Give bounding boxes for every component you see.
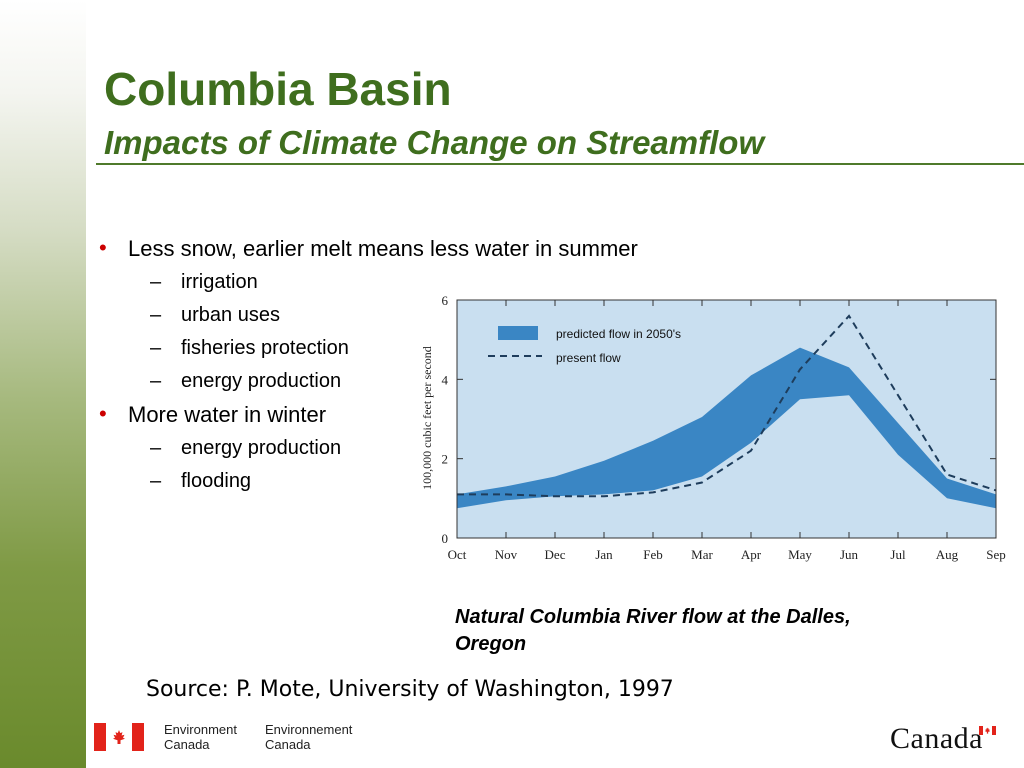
streamflow-chart: Oct Nov Dec Jan Feb Mar Apr May Jun Jul Aug Sep 0 2 4… <box>418 293 1018 576</box>
x-tick-label: Mar <box>691 547 713 562</box>
sub-bullet-list: irrigation urban uses fisheries protecti… <box>128 266 736 398</box>
sub-bullet-item: irrigation <box>128 266 736 299</box>
y-tick-label: 4 <box>442 372 449 387</box>
bullet-item: Less snow, earlier melt means less water… <box>96 231 736 398</box>
x-tick-label: Jun <box>840 547 859 562</box>
plot-frame <box>456 299 997 539</box>
bullet-text: More water in winter <box>128 402 327 427</box>
x-tick-label: Aug <box>936 547 959 562</box>
bullet-item: More water in winter energy production f… <box>96 397 736 498</box>
source-citation: Source: P. Mote, University of Washingto… <box>146 677 674 702</box>
predicted-flow-band <box>457 347 996 509</box>
sub-bullet-item: fisheries protection <box>128 332 736 365</box>
x-tick-label: Sep <box>986 547 1006 562</box>
environment-canada-logo: Environment Canada Environnement Canada <box>94 722 352 752</box>
sub-bullet-list: energy production flooding <box>128 432 736 498</box>
bullet-list: Less snow, earlier melt means less water… <box>96 231 736 498</box>
x-tick-label: Apr <box>741 547 762 562</box>
present-flow-line <box>457 314 997 498</box>
y-tick-label: 6 <box>442 296 449 308</box>
legend-label-present: present flow <box>556 351 621 365</box>
chart-caption: Natural Columbia River flow at the Dalle… <box>455 606 851 655</box>
canada-wordmark: Canada <box>890 722 983 755</box>
y-tick-label: 2 <box>442 452 449 467</box>
canada-wordmark-flag-icon <box>979 726 996 735</box>
x-tick-label: Dec <box>545 547 566 562</box>
canada-flag-icon <box>94 723 144 751</box>
sub-bullet-item: energy production <box>128 432 736 465</box>
slide-title: Columbia Basin <box>104 63 452 115</box>
x-tick-label: Jul <box>890 547 906 562</box>
x-tick-label: Oct <box>448 547 467 562</box>
sub-bullet-item: flooding <box>128 465 736 498</box>
legend: predicted flow in 2050's present flow <box>488 326 681 365</box>
side-gradient-bar <box>0 0 86 768</box>
x-tick-label: May <box>788 547 812 562</box>
sub-bullet-item: urban uses <box>128 299 736 332</box>
x-tick-label: Nov <box>495 547 518 562</box>
chart-svg: Oct Nov Dec Jan Feb Mar Apr May Jun Jul Aug Sep 0 2 4… <box>420 293 1006 562</box>
dept-name-english: Environment Canada <box>164 722 237 752</box>
y-tick-labels: 0 2 4 6 <box>442 293 449 546</box>
x-tick-labels: Oct Nov Dec Jan Feb Mar Apr May Jun Jul Aug Sep <box>448 547 1006 562</box>
bullet-text: Less snow, earlier melt means less water… <box>128 236 638 261</box>
sub-bullet-item: energy production <box>128 365 736 398</box>
x-tick-label: Feb <box>643 547 663 562</box>
legend-label-predicted: predicted flow in 2050's <box>556 327 681 341</box>
dept-name-french: Environnement Canada <box>264 722 353 752</box>
y-tick-label: 0 <box>442 531 449 546</box>
title-divider <box>96 163 1024 165</box>
y-axis-label: 100,000 cubic feet per second <box>420 346 434 490</box>
slide-subtitle: Impacts of Climate Change on Streamflow <box>104 124 765 161</box>
legend-swatch-predicted <box>498 326 538 340</box>
x-tick-label: Jan <box>595 547 613 562</box>
